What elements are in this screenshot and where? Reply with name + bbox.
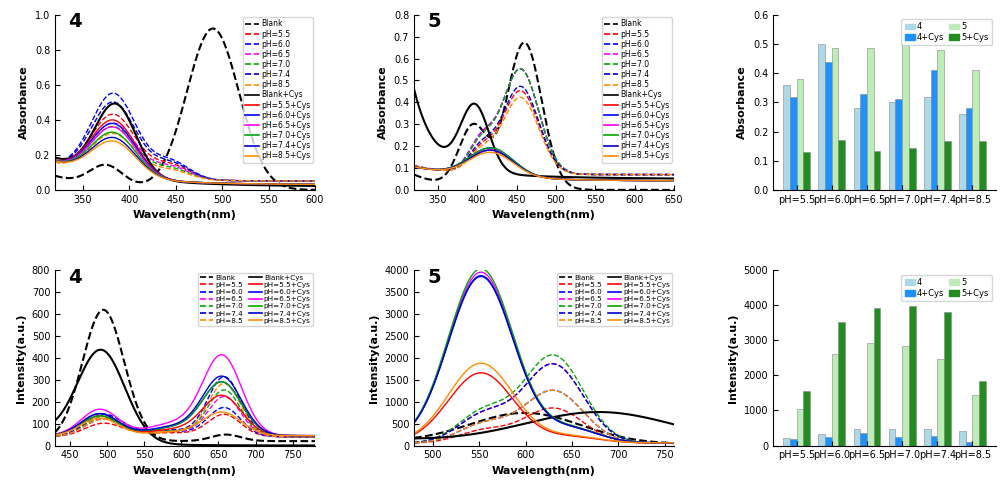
Bar xyxy=(966,108,973,190)
Bar xyxy=(804,391,810,446)
Y-axis label: Absorbance: Absorbance xyxy=(378,65,388,139)
Text: 4: 4 xyxy=(68,12,82,31)
Bar xyxy=(966,442,973,446)
Bar xyxy=(909,148,916,190)
Bar xyxy=(867,48,874,190)
Bar xyxy=(959,432,966,446)
Bar xyxy=(889,429,896,446)
Legend: Blank, pH=5.5, pH=6.0, pH=6.5, pH=7.0, pH=7.4, pH=8.5, Blank+Cys, pH=5.5+Cys, pH: Blank, pH=5.5, pH=6.0, pH=6.5, pH=7.0, p… xyxy=(602,17,672,163)
Y-axis label: Absorbance: Absorbance xyxy=(19,65,29,139)
Y-axis label: Intensity(a.u.): Intensity(a.u.) xyxy=(369,313,379,403)
Text: 4: 4 xyxy=(68,268,82,287)
Bar xyxy=(797,409,804,446)
Bar xyxy=(896,438,902,446)
Legend: Blank, pH=5.5, pH=6.0, pH=6.5, pH=7.0, pH=7.4, pH=8.5, Blank+Cys, pH=5.5+Cys, pH: Blank, pH=5.5, pH=6.0, pH=6.5, pH=7.0, p… xyxy=(557,273,672,326)
Bar xyxy=(889,102,896,190)
Bar xyxy=(790,439,797,446)
Bar xyxy=(874,150,880,190)
Bar xyxy=(804,152,810,190)
X-axis label: Wavelength(nm): Wavelength(nm) xyxy=(492,466,596,476)
Bar xyxy=(979,142,986,190)
Bar xyxy=(783,438,790,446)
Bar xyxy=(924,97,931,190)
Bar xyxy=(902,346,909,446)
Y-axis label: Intensity(a.u.): Intensity(a.u.) xyxy=(16,313,26,403)
Bar xyxy=(959,114,966,190)
Bar xyxy=(931,70,937,190)
Text: 5: 5 xyxy=(427,268,440,287)
Bar xyxy=(924,429,931,446)
Bar xyxy=(825,438,832,446)
Bar xyxy=(832,354,839,446)
Bar xyxy=(819,44,825,190)
Bar xyxy=(860,94,867,190)
Bar xyxy=(979,381,986,446)
Bar xyxy=(896,99,902,190)
Legend: 4, 4+Cys, 5, 5+Cys: 4, 4+Cys, 5, 5+Cys xyxy=(901,275,992,301)
Bar xyxy=(944,312,951,446)
Legend: Blank, pH=5.5, pH=6.0, pH=6.5, pH=7.0, pH=7.4, pH=8.5, Blank+Cys, pH=5.5+Cys, pH: Blank, pH=5.5, pH=6.0, pH=6.5, pH=7.0, p… xyxy=(198,273,313,326)
Bar xyxy=(937,50,944,190)
X-axis label: Wavelength(nm): Wavelength(nm) xyxy=(492,210,596,220)
Text: 5: 5 xyxy=(427,12,440,31)
Bar xyxy=(825,61,832,190)
Y-axis label: Intensity(a.u.): Intensity(a.u.) xyxy=(728,313,738,403)
Bar xyxy=(832,49,839,190)
Bar xyxy=(783,85,790,190)
X-axis label: Wavelength(nm): Wavelength(nm) xyxy=(133,466,237,476)
Bar xyxy=(973,396,979,446)
Bar xyxy=(931,436,937,446)
Bar xyxy=(973,70,979,190)
Bar xyxy=(909,306,916,446)
X-axis label: Wavelength(nm): Wavelength(nm) xyxy=(133,210,237,220)
Legend: Blank, pH=5.5, pH=6.0, pH=6.5, pH=7.0, pH=7.4, pH=8.5, Blank+Cys, pH=5.5+Cys, pH: Blank, pH=5.5, pH=6.0, pH=6.5, pH=7.0, p… xyxy=(243,17,312,163)
Bar xyxy=(944,141,951,190)
Bar xyxy=(902,45,909,190)
Bar xyxy=(874,308,880,446)
Bar xyxy=(854,429,860,446)
Bar xyxy=(854,108,860,190)
Legend: 4, 4+Cys, 5, 5+Cys: 4, 4+Cys, 5, 5+Cys xyxy=(901,19,992,46)
Y-axis label: Absorbance: Absorbance xyxy=(738,65,748,139)
Bar xyxy=(790,97,797,190)
Bar xyxy=(839,322,845,446)
Bar xyxy=(839,140,845,190)
Bar xyxy=(819,434,825,446)
Bar xyxy=(867,343,874,446)
Bar xyxy=(797,79,804,190)
Bar xyxy=(860,433,867,446)
Bar xyxy=(937,359,944,446)
